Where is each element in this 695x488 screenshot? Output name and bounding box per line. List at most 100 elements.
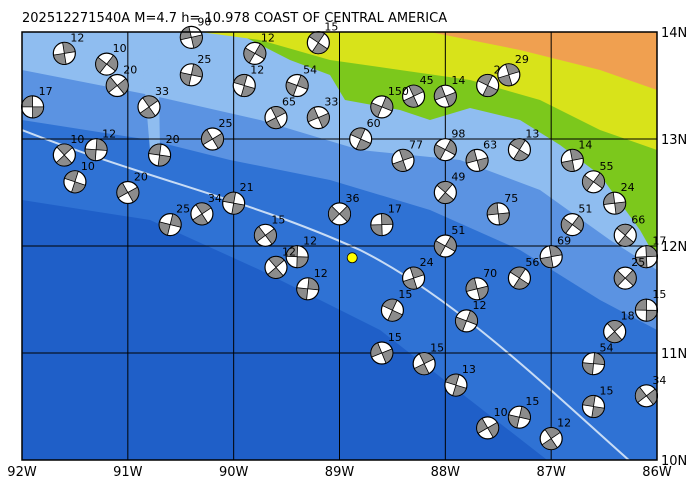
depth-label: 70 <box>483 267 497 280</box>
beachball: 17 <box>370 203 402 237</box>
depth-label: 51 <box>578 203 592 216</box>
beachball: 98 <box>433 128 465 162</box>
depth-label: 77 <box>409 138 423 151</box>
beachball-quadrant <box>265 106 287 129</box>
depth-label: 15 <box>652 288 666 301</box>
beachball: 15 <box>507 395 539 429</box>
beachball-quadrant <box>561 149 584 172</box>
beachball: 15 <box>634 288 666 322</box>
beachball: 20 <box>105 64 137 98</box>
beachball-quadrant <box>254 225 277 245</box>
depth-label: 98 <box>451 128 465 141</box>
depth-label: 12 <box>70 31 84 44</box>
beachball: 54 <box>285 64 317 98</box>
beachball: 20 <box>116 171 148 205</box>
lat-tick-label: 13N <box>661 133 687 148</box>
beachball: 13 <box>507 128 539 162</box>
beachball-quadrant <box>84 138 108 162</box>
events: 17 10 12 20 20 33 25 25 12 65 54 33 60 77 98 63 13 14 55 24… <box>20 15 666 451</box>
depth-label: 25 <box>176 203 190 216</box>
beachball: 24 <box>401 256 434 290</box>
beachball: 12 <box>285 235 317 269</box>
lon-tick-label: 87W <box>536 465 566 480</box>
beachball: 49 <box>433 171 465 205</box>
depth-label: 17 <box>388 203 402 216</box>
beachball: 75 <box>486 192 518 226</box>
beachball-quadrant <box>465 149 489 172</box>
beachball-quadrant <box>267 256 285 279</box>
depth-label: 15 <box>525 395 539 408</box>
depth-label: 12 <box>282 245 296 258</box>
depth-label: 20 <box>134 171 148 184</box>
beachball-quadrant <box>328 205 351 223</box>
beachball: 12 <box>539 417 571 451</box>
beachball-quadrant <box>436 181 455 204</box>
depth-label: 25 <box>219 117 233 130</box>
depth-label: 33 <box>324 96 338 109</box>
beachball: 25 <box>200 117 233 151</box>
beachball-quadrant <box>116 182 140 203</box>
beachball-quadrant <box>509 266 530 290</box>
beachball-quadrant <box>582 352 605 376</box>
lon-tick-label: 92W <box>7 465 37 480</box>
depth-label: 56 <box>525 256 539 269</box>
depth-label: 12 <box>314 267 328 280</box>
depth-label: 12 <box>303 235 317 248</box>
depth-label: 90 <box>197 15 211 28</box>
beachball-quadrant <box>233 74 256 97</box>
lat-tick-label: 10N <box>661 454 687 469</box>
frame <box>21 31 658 461</box>
main-event <box>346 252 358 264</box>
lon-tick-label: 90W <box>219 465 249 480</box>
beachball: 24 <box>603 181 635 215</box>
beachball-quadrant <box>402 266 425 290</box>
beachball: 12 <box>264 245 296 279</box>
depth-label: 15 <box>271 213 285 226</box>
beachball: 69 <box>539 235 571 269</box>
beachball-quadrant <box>158 213 182 236</box>
beachball-quadrant <box>413 352 435 376</box>
depth-label: 13 <box>462 363 476 376</box>
beachball-quadrant <box>613 269 637 287</box>
depth-label: 12 <box>473 299 487 312</box>
depth-label: 15 <box>430 342 444 355</box>
lon-tick-label: 86W <box>642 465 672 480</box>
beachball-quadrant <box>444 373 467 397</box>
depth-label: 29 <box>515 53 529 66</box>
beachball-quadrant <box>486 202 510 226</box>
depth-label: 15 <box>398 288 412 301</box>
beachball: 51 <box>560 203 592 237</box>
beachball-quadrant <box>509 138 530 161</box>
depth-label: 34 <box>652 374 666 387</box>
beachball: 15 <box>370 331 402 365</box>
depth-label: 10 <box>113 42 127 55</box>
beachball-quadrant <box>179 63 203 87</box>
depth-label: 54 <box>600 342 614 355</box>
beachball-quadrant <box>63 170 86 194</box>
beachball: 54 <box>581 342 614 376</box>
depth-label: 13 <box>525 128 539 141</box>
depth-label: 12 <box>557 417 571 430</box>
beachball-quadrant <box>560 215 584 234</box>
beachball: 63 <box>465 138 497 172</box>
depth-label: 10 <box>70 133 84 146</box>
beachball-quadrant <box>370 213 394 237</box>
depth-label: 36 <box>346 192 360 205</box>
depth-label: 10 <box>494 406 508 419</box>
beachball: 15 <box>581 385 614 419</box>
depth-label: 24 <box>621 181 635 194</box>
depth-label: 24 <box>420 256 434 269</box>
beachball-quadrant <box>465 277 489 300</box>
beachball-quadrant <box>148 143 171 167</box>
beachball: 13 <box>444 363 476 397</box>
beachball: 18 <box>603 310 635 344</box>
beachball: 20 <box>147 133 180 167</box>
beachball: 12 <box>296 267 328 301</box>
depth-label: 54 <box>303 64 317 77</box>
beachball: 51 <box>433 224 465 258</box>
beachball: 15 <box>253 213 285 247</box>
beachball-quadrant <box>95 54 119 74</box>
beachball: 10 <box>63 160 95 194</box>
beachball: 10 <box>95 42 127 76</box>
depth-label: 12 <box>250 64 264 77</box>
